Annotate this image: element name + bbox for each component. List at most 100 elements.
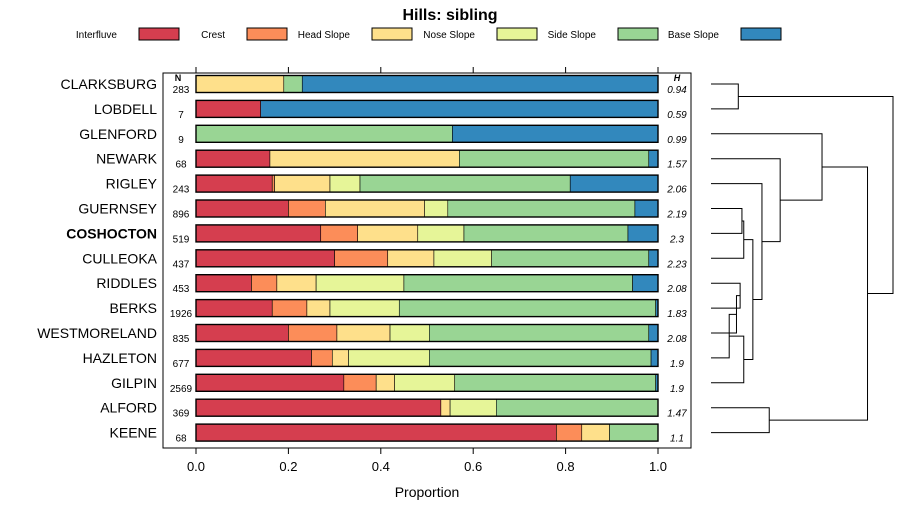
bar-segment-interfluve	[195, 373, 345, 392]
bar-segment-crest	[556, 423, 583, 442]
bar-segment-crest	[311, 349, 333, 367]
n-value: 68	[175, 434, 187, 445]
bar-segment-crest	[320, 224, 358, 243]
legend-label: Nose Slope	[423, 30, 475, 41]
x-tick-label: 0.6	[464, 459, 482, 474]
bar-outline	[195, 99, 659, 119]
n-value: 7	[178, 110, 184, 121]
bar-segment-nose-slope	[315, 274, 405, 293]
bar-outline	[195, 74, 659, 94]
n-value: 369	[173, 409, 190, 420]
bar-outline	[195, 199, 659, 218]
legend-label: Side Slope	[548, 30, 597, 41]
bar-segment-nose-slope	[389, 324, 430, 342]
legend-label: Crest	[201, 30, 225, 41]
row-label: NEWARK	[96, 151, 158, 167]
bar-segment-side-slope	[398, 299, 656, 317]
dendrogram-branch	[711, 183, 763, 301]
x-tick-label: 1.0	[649, 459, 667, 474]
n-value: 453	[173, 284, 190, 295]
bar-segment-crest	[334, 249, 389, 268]
bar-segment-base-slope	[648, 149, 659, 168]
bar-segment-head-slope	[274, 174, 331, 193]
n-value: 677	[173, 359, 190, 370]
bar-segment-head-slope	[440, 398, 451, 417]
h-value: 2.08	[666, 284, 687, 295]
row-label: KEENE	[110, 425, 157, 441]
dendrogram-branch	[711, 208, 743, 234]
dendrogram-branch	[743, 239, 754, 360]
x-tick-label: 0.4	[372, 459, 390, 474]
bar-outline	[195, 373, 659, 392]
legend-swatch	[617, 27, 659, 41]
legend-label: Head Slope	[298, 30, 351, 41]
bar-segment-nose-slope	[329, 299, 400, 317]
bar-segment-nose-slope	[433, 249, 492, 268]
x-tick-label: 0.2	[279, 459, 297, 474]
h-value: 2.06	[666, 185, 687, 196]
legend-swatch	[740, 27, 782, 41]
h-value: 0.94	[667, 85, 687, 96]
dendrogram-branch	[738, 95, 894, 295]
bar-segment-interfluve	[195, 174, 273, 193]
dendrogram-branch	[711, 83, 739, 110]
bar-outline	[195, 174, 659, 193]
row-label: BERKS	[110, 300, 157, 316]
row-label: CULLEOKA	[82, 250, 157, 266]
h-value: 1.47	[667, 409, 687, 420]
bar-segment-side-slope	[195, 125, 453, 143]
bar-segment-base-slope	[627, 224, 659, 243]
bar-segment-crest	[288, 199, 326, 218]
row-label: LOBDELL	[94, 101, 157, 117]
bar-segment-base-slope	[260, 100, 659, 118]
n-value: 896	[173, 210, 190, 221]
row-label: GUERNSEY	[78, 201, 157, 217]
bar-segment-nose-slope	[449, 398, 497, 417]
row-label: GLENFORD	[79, 126, 157, 142]
row-label: CLARKSBURG	[61, 76, 157, 92]
dendrogram-branch	[711, 335, 745, 384]
n-value: 519	[173, 234, 190, 245]
h-value: 1.57	[667, 160, 687, 171]
n-value: 243	[173, 185, 190, 196]
bar-outline	[195, 398, 659, 417]
bar-segment-base-slope	[648, 324, 659, 342]
bar-segment-base-slope	[452, 125, 659, 143]
bar-segment-side-slope	[429, 324, 650, 342]
bar-segment-base-slope	[648, 249, 659, 268]
bar-outline	[195, 423, 659, 442]
bar-outline	[195, 348, 659, 368]
x-tick-label: 0.0	[187, 459, 205, 474]
bar-outline	[195, 149, 659, 168]
bar-segment-head-slope	[581, 423, 610, 442]
bar-segment-crest	[288, 324, 338, 342]
bar-segment-nose-slope	[348, 349, 430, 367]
n-value: 2569	[170, 384, 193, 395]
bar-segment-interfluve	[195, 199, 289, 218]
n-header: N	[175, 73, 182, 83]
h-header: H	[674, 73, 681, 83]
h-value: 2.3	[669, 234, 684, 245]
h-value: 0.59	[667, 110, 687, 121]
legend-label: Base Slope	[668, 30, 720, 41]
h-value: 1.9	[670, 359, 684, 370]
bar-segment-base-slope	[650, 349, 659, 367]
bar-segment-side-slope	[491, 249, 650, 268]
dendrogram-branch	[711, 407, 770, 434]
h-value: 1.9	[670, 384, 684, 395]
row-label: WESTMORELAND	[37, 325, 157, 341]
bar-segment-side-slope	[283, 75, 303, 93]
bar-segment-side-slope	[359, 174, 571, 193]
dendrogram-branch	[711, 282, 741, 309]
bar-segment-interfluve	[195, 349, 312, 367]
bar-rows: CLARKSBURG 283 0.94 LOBDELL 7 0.59 GLENFORD 9 0.…	[37, 74, 687, 445]
bar-segment-side-slope	[463, 224, 629, 243]
bar-segment-head-slope	[325, 199, 425, 218]
n-value: 835	[173, 334, 190, 345]
bar-outline	[195, 224, 659, 243]
bar-segment-base-slope	[632, 274, 659, 293]
bar-segment-head-slope	[269, 149, 460, 168]
bar-segment-interfluve	[195, 299, 273, 317]
dendrogram	[711, 83, 894, 434]
